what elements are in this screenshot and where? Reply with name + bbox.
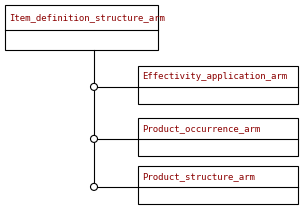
Bar <box>138 166 298 204</box>
Bar <box>138 118 298 156</box>
Circle shape <box>91 183 98 190</box>
Circle shape <box>91 83 98 90</box>
Text: Product_structure_arm: Product_structure_arm <box>142 172 255 181</box>
Circle shape <box>91 135 98 142</box>
Text: Item_definition_structure_arm: Item_definition_structure_arm <box>9 13 165 22</box>
Bar <box>5 5 158 50</box>
Text: Product_occurrence_arm: Product_occurrence_arm <box>142 124 260 133</box>
Text: Effectivity_application_arm: Effectivity_application_arm <box>142 72 287 81</box>
Bar <box>138 66 298 104</box>
